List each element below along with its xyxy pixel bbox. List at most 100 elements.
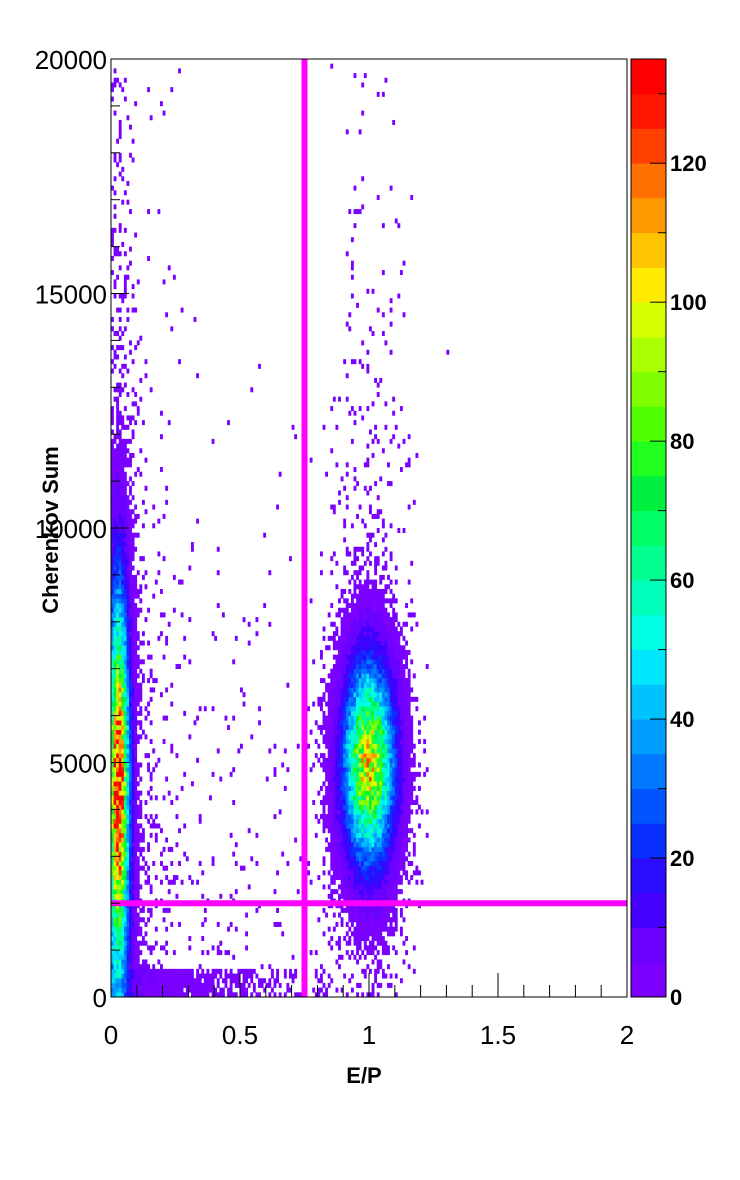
- heatmap-cell: [366, 556, 370, 562]
- heatmap-cell: [358, 832, 362, 838]
- heatmap-cell: [165, 312, 169, 318]
- heatmap-cell: [392, 856, 396, 862]
- heatmap-cell: [381, 753, 385, 759]
- heatmap-cell: [131, 950, 135, 956]
- heatmap-cell: [126, 504, 130, 510]
- heatmap-cell: [111, 471, 114, 477]
- heatmap-cell: [134, 884, 138, 890]
- heatmap-cell: [152, 687, 156, 693]
- heatmap-cell: [330, 875, 334, 881]
- heatmap-cell: [379, 795, 383, 801]
- heatmap-cell: [405, 800, 408, 806]
- heatmap-cell: [258, 992, 261, 998]
- heatmap-cell: [366, 542, 370, 548]
- heatmap-cell: [123, 907, 127, 913]
- heatmap-cell: [111, 982, 114, 988]
- heatmap-cell: [154, 992, 158, 998]
- heatmap-cell: [113, 603, 117, 609]
- heatmap-cell: [345, 129, 349, 135]
- heatmap-cell: [371, 781, 375, 787]
- heatmap-cell: [147, 818, 150, 824]
- heatmap-cell: [350, 640, 354, 646]
- heatmap-cell: [126, 664, 130, 669]
- heatmap-cell: [338, 804, 341, 810]
- heatmap-cell: [356, 481, 359, 487]
- heatmap-cell: [363, 884, 367, 890]
- heatmap-cell: [190, 879, 194, 885]
- heatmap-cell: [113, 893, 117, 899]
- heatmap-cell: [111, 673, 114, 679]
- heatmap-cell: [175, 968, 179, 974]
- heatmap-cell: [319, 729, 323, 735]
- heatmap-cell: [111, 457, 114, 463]
- heatmap-cell: [144, 457, 148, 463]
- heatmap-cell: [123, 959, 127, 965]
- heatmap-cell: [237, 982, 241, 988]
- heatmap-cell: [170, 860, 174, 866]
- heatmap-cell: [369, 860, 372, 866]
- heatmap-cell: [113, 823, 117, 829]
- heatmap-cell: [397, 729, 401, 735]
- heatmap-cell: [389, 856, 393, 862]
- heatmap-cell: [325, 912, 329, 918]
- heatmap-cell: [343, 734, 347, 740]
- heatmap-cell: [358, 617, 362, 623]
- heatmap-cell: [384, 907, 388, 913]
- heatmap-cell: [394, 753, 398, 759]
- heatmap-cell: [123, 649, 127, 655]
- heatmap-cell: [366, 762, 370, 768]
- heatmap-cell: [113, 870, 117, 876]
- heatmap-cell: [381, 574, 385, 580]
- heatmap-cell: [111, 842, 114, 848]
- heatmap-cell: [369, 837, 372, 843]
- heatmap-cell: [369, 715, 372, 721]
- heatmap-cell: [123, 588, 127, 594]
- heatmap-cell: [123, 481, 127, 487]
- heatmap-cell: [338, 757, 341, 763]
- heatmap-cell: [348, 743, 352, 749]
- heatmap-cell: [381, 720, 385, 726]
- heatmap-cell: [123, 978, 127, 984]
- heatmap-cell: [363, 743, 367, 749]
- heatmap-cell: [201, 936, 205, 942]
- heatmap-cell: [162, 973, 166, 979]
- heatmap-cell: [113, 767, 117, 773]
- heatmap-cell: [366, 767, 370, 773]
- heatmap-cell: [384, 767, 388, 773]
- heatmap-cell: [126, 673, 130, 679]
- heatmap-cell: [144, 617, 148, 623]
- heatmap-cell: [405, 739, 408, 745]
- heatmap-cell: [369, 842, 372, 848]
- heatmap-cell: [348, 748, 352, 754]
- heatmap-cell: [356, 598, 359, 604]
- heatmap-cell: [162, 846, 166, 852]
- heatmap-cell: [273, 767, 277, 773]
- heatmap-cell: [405, 828, 408, 834]
- heatmap-cell: [134, 893, 138, 899]
- heatmap-cell: [116, 724, 120, 730]
- heatmap-cell: [141, 856, 145, 862]
- heatmap-cell: [410, 771, 414, 777]
- heatmap-cell: [139, 790, 143, 796]
- heatmap-cell: [139, 837, 143, 843]
- heatmap-cell: [338, 753, 341, 759]
- heatmap-cell: [374, 377, 378, 383]
- heatmap-cell: [394, 748, 398, 754]
- heatmap-cell: [129, 532, 132, 538]
- heatmap-cell: [376, 964, 380, 970]
- heatmap-cell: [111, 598, 114, 604]
- heatmap-cell: [134, 818, 138, 824]
- heatmap-cell: [384, 926, 388, 932]
- heatmap-cell: [129, 626, 132, 632]
- heatmap-cell: [384, 809, 388, 815]
- heatmap-cell: [379, 598, 383, 604]
- heatmap-cell: [126, 748, 130, 754]
- heatmap-cell: [358, 635, 362, 641]
- heatmap-cell: [394, 743, 398, 749]
- heatmap-cell: [358, 570, 362, 576]
- heatmap-cell: [129, 654, 132, 660]
- heatmap-cell: [141, 631, 145, 637]
- heatmap-cell: [376, 982, 380, 988]
- heatmap-cell: [214, 987, 218, 993]
- heatmap-cell: [379, 828, 383, 834]
